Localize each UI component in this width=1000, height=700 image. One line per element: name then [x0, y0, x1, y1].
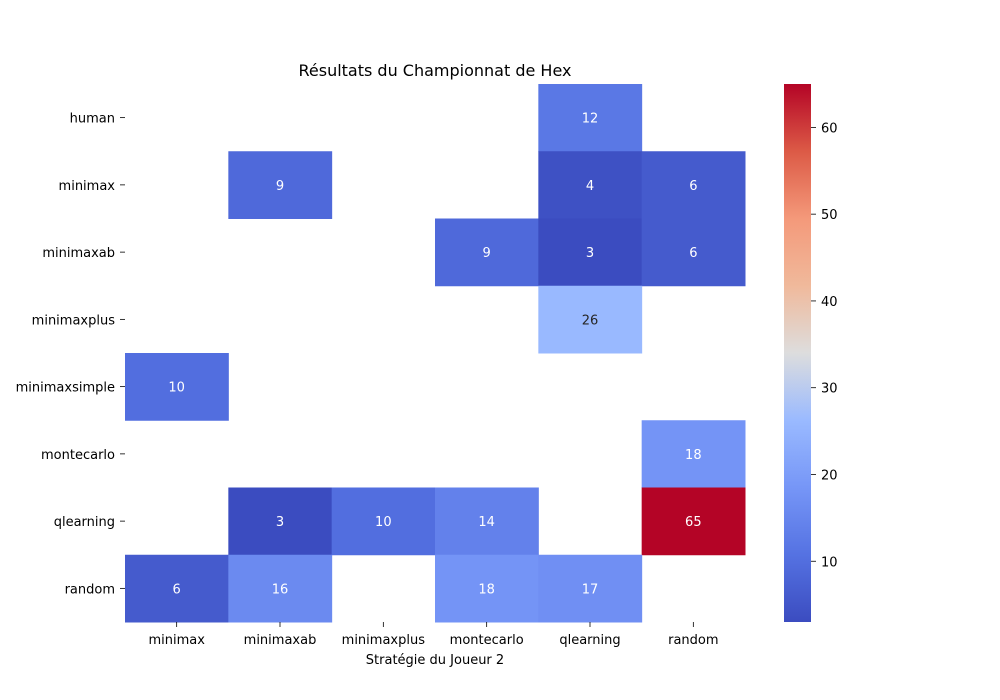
y-tick-label: minimaxab	[42, 246, 115, 261]
cell-value-label: 16	[272, 582, 289, 597]
heatmap-cell	[641, 487, 746, 556]
cell-value-label: 12	[582, 112, 599, 127]
y-tick-label: qlearning	[54, 515, 115, 530]
heatmap-cell	[125, 554, 229, 623]
heatmap-cell	[125, 353, 229, 421]
y-tick-label: minimax	[59, 179, 116, 194]
y-tick-label: random	[65, 582, 115, 597]
heatmap-cell	[331, 487, 436, 556]
x-tick-label: montecarlo	[450, 633, 524, 648]
heatmap-cell	[435, 554, 539, 623]
cell-value-label: 17	[582, 582, 599, 597]
colorbar-tick-label: 50	[821, 208, 838, 223]
cell-value-label: 26	[582, 313, 599, 328]
y-tick-label: human	[70, 112, 115, 127]
heatmap-cells: 12 9 4 6 9 3 6 26 10 18 3 10 14 65 6 16 18 17	[125, 84, 746, 623]
cell-value-label: 18	[478, 582, 495, 597]
cell-value-label: 3	[276, 515, 284, 530]
heatmap-cell	[641, 151, 746, 219]
y-axis-ticks: human minimax minimaxab minimaxplus minimaxs…	[16, 112, 125, 597]
colorbar-tick-label: 60	[821, 121, 838, 136]
heatmap-cell	[538, 554, 643, 623]
colorbar	[784, 84, 811, 622]
chart-title: Résultats du Championnat de Hex	[298, 61, 571, 80]
cell-value-label: 10	[168, 381, 185, 396]
cell-value-label: 9	[276, 179, 284, 194]
colorbar-tick-label: 40	[821, 295, 838, 310]
cell-value-label: 14	[478, 515, 495, 530]
y-tick-label: minimaxsimple	[16, 381, 115, 396]
y-tick-label: minimaxplus	[32, 313, 116, 328]
x-tick-label: minimaxab	[244, 633, 317, 648]
heatmap-cell	[641, 420, 746, 488]
cell-value-label: 6	[689, 246, 697, 261]
heatmap-cell	[228, 151, 333, 219]
heatmap-cell	[435, 487, 539, 556]
colorbar-tick-label: 30	[821, 382, 838, 397]
heatmap-cell	[538, 218, 643, 287]
x-tick-label: minimax	[148, 633, 205, 648]
heatmap-cell	[641, 218, 746, 287]
x-tick-label: random	[668, 633, 718, 648]
cell-value-label: 9	[483, 246, 491, 261]
y-tick-label: montecarlo	[41, 448, 115, 463]
heatmap-cell	[228, 554, 333, 623]
heatmap-cell	[228, 487, 333, 556]
heatmap-cell	[538, 151, 643, 219]
cell-value-label: 6	[173, 582, 181, 597]
x-axis-ticks: minimax minimaxab minimaxplus montecarlo qle…	[148, 622, 719, 648]
x-axis-label: Stratégie du Joueur 2	[366, 653, 504, 668]
x-tick-label: minimaxplus	[342, 633, 426, 648]
colorbar-tick-label: 20	[821, 468, 838, 483]
cell-value-label: 6	[689, 179, 697, 194]
x-tick-label: qlearning	[559, 633, 620, 648]
colorbar-tick-label: 10	[821, 555, 838, 570]
heatmap-cell	[538, 285, 643, 354]
cell-value-label: 18	[685, 448, 702, 463]
cell-value-label: 10	[375, 515, 392, 530]
cell-value-label: 3	[586, 246, 594, 261]
heatmap-cell	[435, 218, 539, 287]
cell-value-label: 65	[685, 515, 702, 530]
cell-value-label: 4	[586, 179, 594, 194]
heatmap-cell	[538, 84, 643, 152]
colorbar-ticks: 10 20 30 40 50 60	[811, 121, 838, 570]
